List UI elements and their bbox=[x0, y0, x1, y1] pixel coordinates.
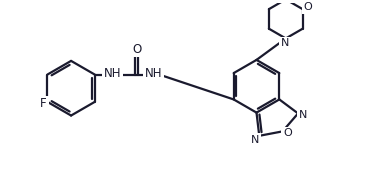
Text: N: N bbox=[251, 135, 260, 145]
Text: O: O bbox=[283, 128, 292, 138]
Text: NH: NH bbox=[145, 67, 162, 80]
Text: O: O bbox=[132, 43, 142, 56]
Text: NH: NH bbox=[103, 67, 121, 80]
Text: N: N bbox=[299, 110, 307, 120]
Text: O: O bbox=[303, 2, 312, 12]
Text: N: N bbox=[281, 38, 289, 48]
Text: F: F bbox=[40, 97, 47, 110]
